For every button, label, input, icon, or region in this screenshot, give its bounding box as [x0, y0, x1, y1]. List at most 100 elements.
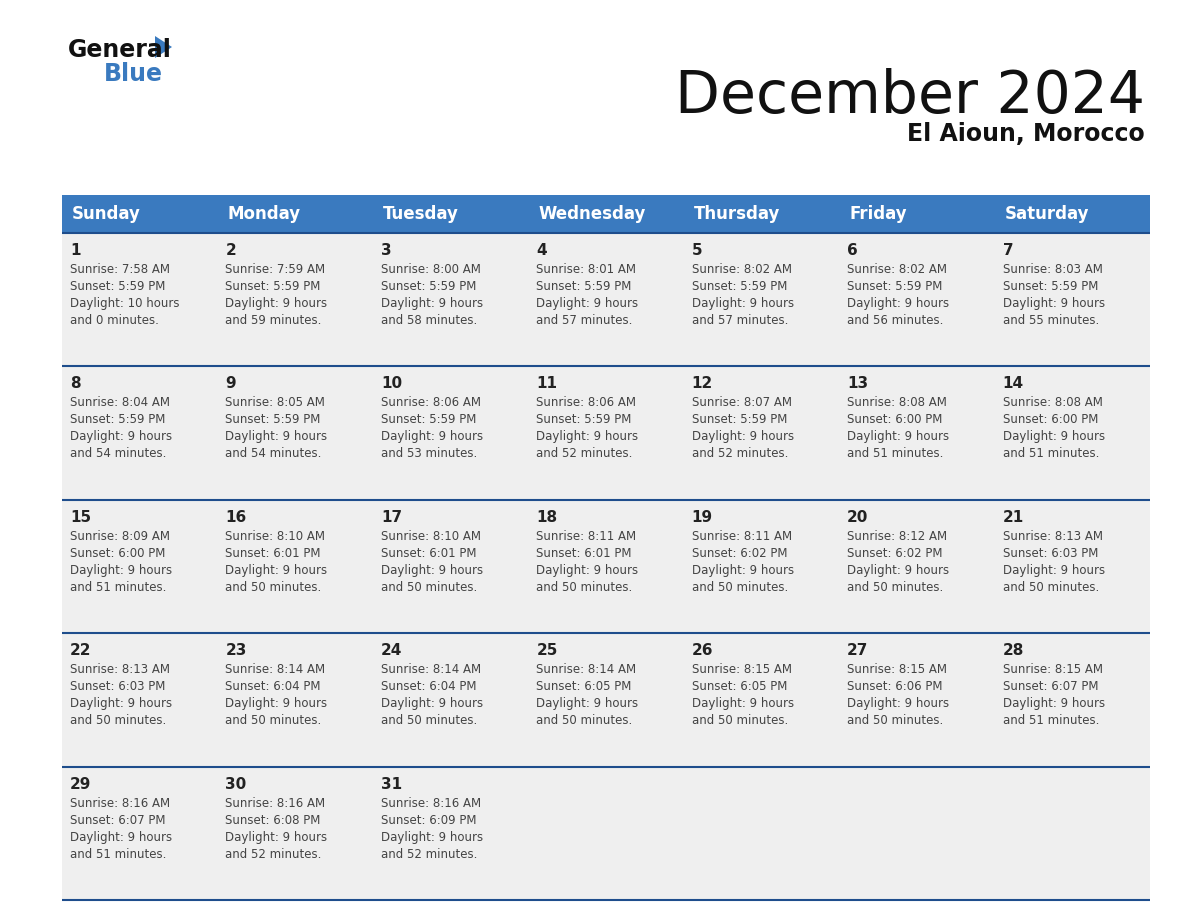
Text: Sunset: 5:59 PM: Sunset: 5:59 PM	[226, 280, 321, 293]
Text: 1: 1	[70, 243, 81, 258]
Bar	[684, 767, 839, 900]
Text: Daylight: 9 hours: Daylight: 9 hours	[381, 697, 484, 711]
Text: 16: 16	[226, 509, 247, 525]
Text: and 50 minutes.: and 50 minutes.	[70, 714, 166, 727]
Text: Daylight: 9 hours: Daylight: 9 hours	[226, 831, 328, 844]
Text: Sunset: 6:00 PM: Sunset: 6:00 PM	[1003, 413, 1098, 426]
Text: Daylight: 9 hours: Daylight: 9 hours	[691, 297, 794, 310]
Bar	[373, 633, 529, 767]
Text: Sunset: 6:01 PM: Sunset: 6:01 PM	[536, 547, 632, 560]
Text: 6: 6	[847, 243, 858, 258]
Text: Sunset: 6:05 PM: Sunset: 6:05 PM	[536, 680, 632, 693]
Text: Sunset: 6:00 PM: Sunset: 6:00 PM	[847, 413, 942, 426]
Text: El Aioun, Morocco: El Aioun, Morocco	[908, 122, 1145, 146]
Text: 18: 18	[536, 509, 557, 525]
Bar	[529, 366, 684, 499]
Text: Sunrise: 8:11 AM: Sunrise: 8:11 AM	[691, 530, 792, 543]
Text: Daylight: 9 hours: Daylight: 9 hours	[1003, 697, 1105, 711]
Bar	[839, 767, 994, 900]
Text: Daylight: 9 hours: Daylight: 9 hours	[226, 297, 328, 310]
Text: Sunrise: 8:13 AM: Sunrise: 8:13 AM	[1003, 530, 1102, 543]
Text: Sunrise: 8:16 AM: Sunrise: 8:16 AM	[381, 797, 481, 810]
Bar	[62, 633, 217, 767]
Text: 19: 19	[691, 509, 713, 525]
Bar	[217, 233, 373, 366]
Text: 23: 23	[226, 644, 247, 658]
Text: Sunset: 5:59 PM: Sunset: 5:59 PM	[226, 413, 321, 426]
Text: Sunrise: 8:03 AM: Sunrise: 8:03 AM	[1003, 263, 1102, 276]
Text: Sunrise: 8:09 AM: Sunrise: 8:09 AM	[70, 530, 170, 543]
Bar	[684, 366, 839, 499]
Text: and 59 minutes.: and 59 minutes.	[226, 314, 322, 327]
Text: Daylight: 9 hours: Daylight: 9 hours	[847, 431, 949, 443]
Text: Sunset: 6:01 PM: Sunset: 6:01 PM	[381, 547, 476, 560]
Text: Daylight: 9 hours: Daylight: 9 hours	[536, 697, 638, 711]
Text: Daylight: 9 hours: Daylight: 9 hours	[536, 297, 638, 310]
Bar	[217, 633, 373, 767]
Bar	[373, 499, 529, 633]
Bar	[217, 767, 373, 900]
Text: Daylight: 9 hours: Daylight: 9 hours	[691, 697, 794, 711]
Text: Thursday: Thursday	[694, 205, 781, 223]
Bar	[994, 633, 1150, 767]
Text: Daylight: 9 hours: Daylight: 9 hours	[381, 431, 484, 443]
Bar	[529, 195, 684, 233]
Text: 4: 4	[536, 243, 546, 258]
Text: 24: 24	[381, 644, 403, 658]
Text: 8: 8	[70, 376, 81, 391]
Text: and 50 minutes.: and 50 minutes.	[691, 714, 788, 727]
Text: Saturday: Saturday	[1005, 205, 1089, 223]
Text: and 58 minutes.: and 58 minutes.	[381, 314, 478, 327]
Text: Sunday: Sunday	[72, 205, 141, 223]
Text: Sunset: 6:02 PM: Sunset: 6:02 PM	[847, 547, 942, 560]
Text: and 52 minutes.: and 52 minutes.	[226, 847, 322, 860]
Text: Sunrise: 8:13 AM: Sunrise: 8:13 AM	[70, 663, 170, 677]
Text: Daylight: 9 hours: Daylight: 9 hours	[381, 831, 484, 844]
Text: Daylight: 9 hours: Daylight: 9 hours	[70, 564, 172, 577]
Bar	[62, 499, 217, 633]
Text: and 55 minutes.: and 55 minutes.	[1003, 314, 1099, 327]
Text: Daylight: 9 hours: Daylight: 9 hours	[381, 564, 484, 577]
Text: and 50 minutes.: and 50 minutes.	[226, 581, 322, 594]
Text: Sunrise: 7:59 AM: Sunrise: 7:59 AM	[226, 263, 326, 276]
Bar	[839, 499, 994, 633]
Text: and 50 minutes.: and 50 minutes.	[536, 581, 632, 594]
Text: 13: 13	[847, 376, 868, 391]
Text: Sunset: 5:59 PM: Sunset: 5:59 PM	[381, 413, 476, 426]
Text: Sunrise: 8:01 AM: Sunrise: 8:01 AM	[536, 263, 637, 276]
Bar	[994, 233, 1150, 366]
Bar	[373, 233, 529, 366]
Bar	[62, 366, 217, 499]
Text: Daylight: 9 hours: Daylight: 9 hours	[381, 297, 484, 310]
Text: and 51 minutes.: and 51 minutes.	[70, 847, 166, 860]
Text: Daylight: 9 hours: Daylight: 9 hours	[536, 564, 638, 577]
Text: Sunrise: 8:12 AM: Sunrise: 8:12 AM	[847, 530, 947, 543]
Text: Daylight: 9 hours: Daylight: 9 hours	[847, 564, 949, 577]
Text: and 50 minutes.: and 50 minutes.	[381, 581, 478, 594]
Text: Sunrise: 8:14 AM: Sunrise: 8:14 AM	[226, 663, 326, 677]
Text: 30: 30	[226, 777, 247, 791]
Bar	[529, 499, 684, 633]
Text: Blue: Blue	[105, 62, 163, 86]
Bar	[684, 633, 839, 767]
Text: 14: 14	[1003, 376, 1024, 391]
Text: Sunrise: 8:15 AM: Sunrise: 8:15 AM	[847, 663, 947, 677]
Text: 5: 5	[691, 243, 702, 258]
Text: Sunset: 5:59 PM: Sunset: 5:59 PM	[691, 413, 788, 426]
Text: December 2024: December 2024	[675, 68, 1145, 125]
Text: Sunrise: 8:10 AM: Sunrise: 8:10 AM	[381, 530, 481, 543]
Text: and 57 minutes.: and 57 minutes.	[536, 314, 633, 327]
Text: Sunrise: 8:15 AM: Sunrise: 8:15 AM	[691, 663, 791, 677]
Text: Sunrise: 8:02 AM: Sunrise: 8:02 AM	[847, 263, 947, 276]
Bar	[994, 195, 1150, 233]
Text: 22: 22	[70, 644, 91, 658]
Text: Sunset: 5:59 PM: Sunset: 5:59 PM	[70, 413, 165, 426]
Text: Sunrise: 8:10 AM: Sunrise: 8:10 AM	[226, 530, 326, 543]
Text: Tuesday: Tuesday	[383, 205, 459, 223]
Text: General: General	[68, 38, 172, 62]
Text: Sunrise: 7:58 AM: Sunrise: 7:58 AM	[70, 263, 170, 276]
Bar	[839, 195, 994, 233]
Text: Daylight: 9 hours: Daylight: 9 hours	[226, 564, 328, 577]
Bar	[62, 767, 217, 900]
Text: Sunset: 5:59 PM: Sunset: 5:59 PM	[536, 280, 632, 293]
